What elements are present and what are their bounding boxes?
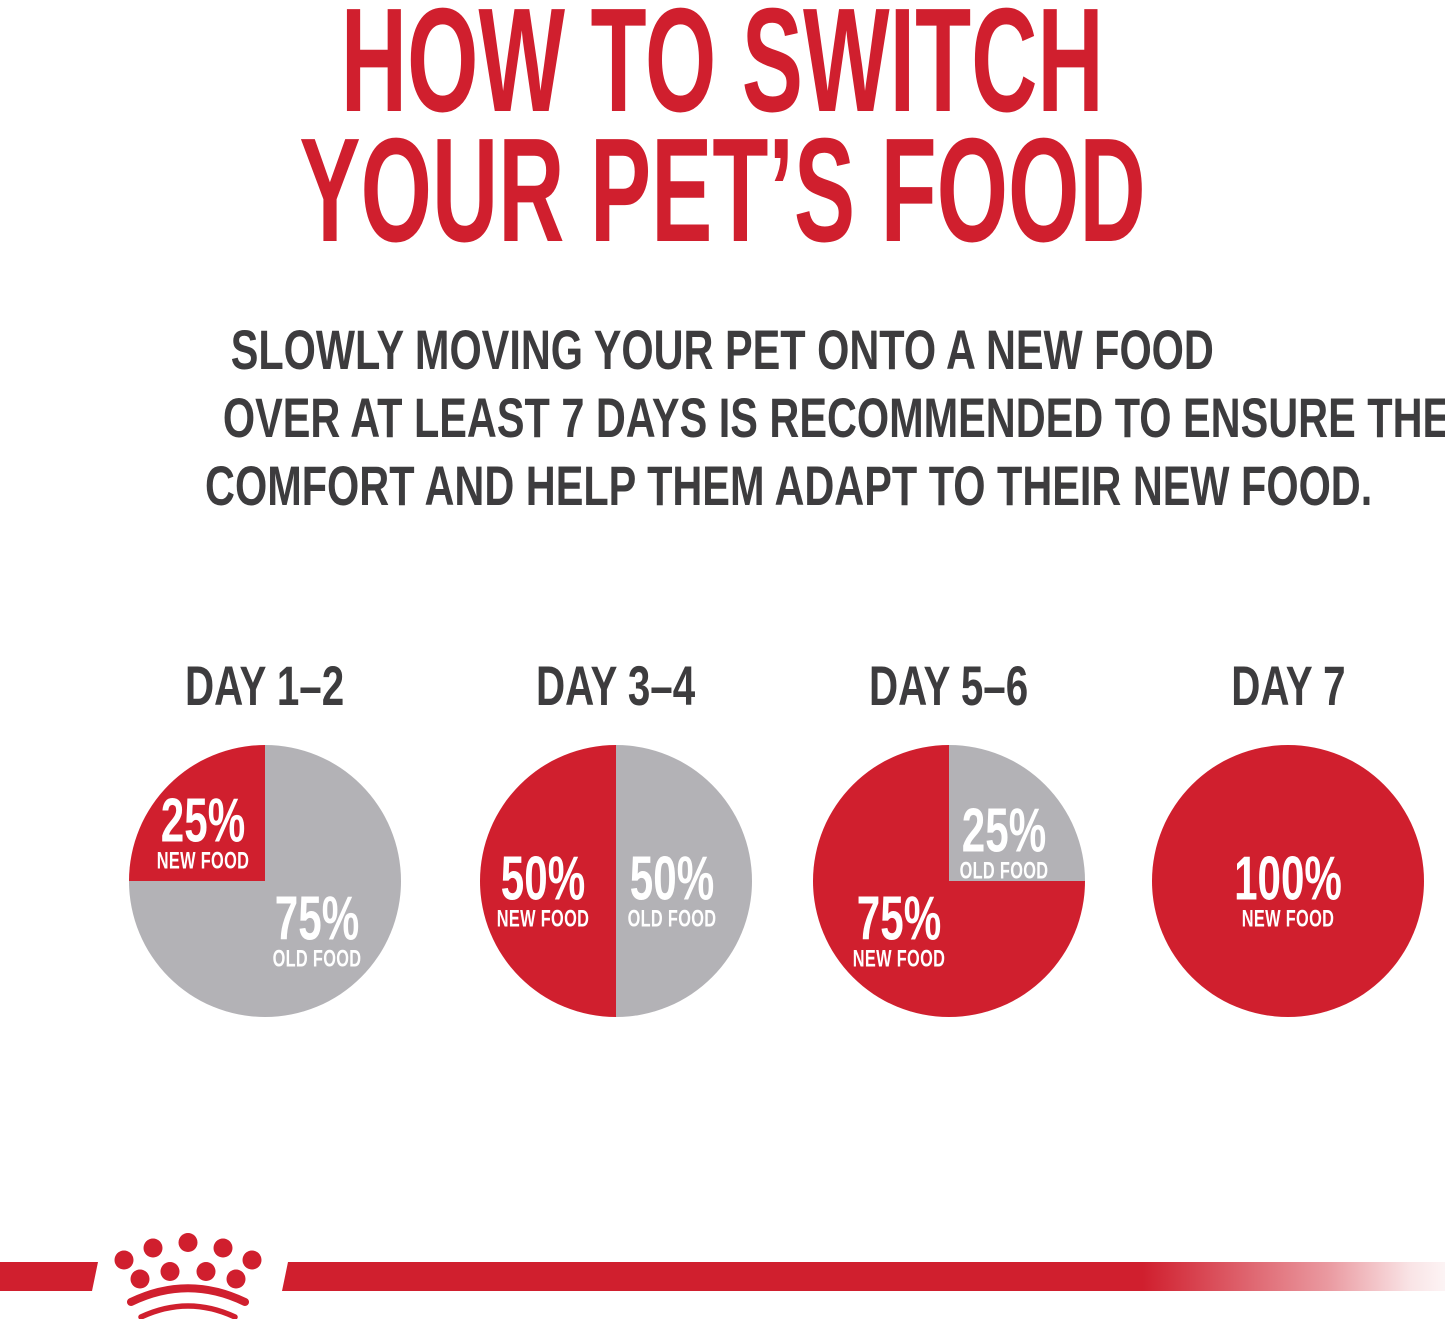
page-subtitle: SLOWLY MOVING YOUR PET ONTO A NEW FOOD O… <box>0 316 1445 520</box>
slice-label-old-food: 75% OLD FOOD <box>272 884 362 973</box>
chart-column-day-1-2: DAY 1–2 25% NEW FOOD 75% OLD FOOD <box>129 657 401 1017</box>
day-label-7: DAY 7 <box>1230 654 1346 717</box>
slice-caption: NEW FOOD <box>156 847 250 875</box>
day-label-5-6: DAY 5–6 <box>869 654 1029 717</box>
page-title: HOW TO SWITCH YOUR PET’S FOOD <box>0 0 1445 273</box>
slice-label-old-food: 25% OLD FOOD <box>959 796 1049 885</box>
royal-canin-crown-icon <box>114 1233 262 1319</box>
slice-caption: OLD FOOD <box>272 945 362 973</box>
slice-caption: OLD FOOD <box>959 857 1049 885</box>
slice-percent: 50% <box>629 844 715 914</box>
slice-percent: 100% <box>1234 844 1342 914</box>
pie-chart-day-5-6: 25% OLD FOOD 75% NEW FOOD <box>813 745 1085 1017</box>
slice-label-new-food: 25% NEW FOOD <box>156 786 250 875</box>
slice-caption: OLD FOOD <box>627 905 717 933</box>
slice-label-new-food: 75% NEW FOOD <box>852 884 946 973</box>
subtitle-line-3: COMFORT AND HELP THEM ADAPT TO THEIR NEW… <box>205 454 1373 517</box>
slice-percent: 25% <box>160 786 246 856</box>
slice-label-new-food: 50% NEW FOOD <box>496 844 590 933</box>
chart-column-day-5-6: DAY 5–6 25% OLD FOOD 75% NEW FOOD <box>813 657 1085 1017</box>
footer-bar-right-segment <box>282 1262 1445 1291</box>
slice-caption: NEW FOOD <box>852 945 946 973</box>
subtitle-line-2: OVER AT LEAST 7 DAYS IS RECOMMENDED TO E… <box>222 386 1445 449</box>
slice-percent: 75% <box>274 884 360 954</box>
pie-chart-day-7: 100% NEW FOOD <box>1152 745 1424 1017</box>
slice-percent: 75% <box>856 884 942 954</box>
slice-percent: 25% <box>961 796 1047 866</box>
day-label-1-2: DAY 1–2 <box>185 654 345 717</box>
slice-percent: 50% <box>500 844 586 914</box>
page-title-line1: HOW TO SWITCH <box>341 0 1104 143</box>
pie-chart-day-3-4: 50% NEW FOOD 50% OLD FOOD <box>480 745 752 1017</box>
page-title-line2: YOUR PET’S FOOD <box>299 108 1146 273</box>
chart-column-day-7: DAY 7 100% NEW FOOD <box>1152 657 1424 1017</box>
pie-chart-day-1-2: 25% NEW FOOD 75% OLD FOOD <box>129 745 401 1017</box>
day-label-3-4: DAY 3–4 <box>536 654 696 717</box>
slice-label-new-food: 100% NEW FOOD <box>1234 844 1342 933</box>
slice-caption: NEW FOOD <box>1241 905 1335 933</box>
slice-label-old-food: 50% OLD FOOD <box>627 844 717 933</box>
subtitle-line-1: SLOWLY MOVING YOUR PET ONTO A NEW FOOD <box>230 318 1215 381</box>
chart-column-day-3-4: DAY 3–4 50% NEW FOOD 50% OLD FOOD <box>480 657 752 1017</box>
slice-caption: NEW FOOD <box>496 905 590 933</box>
footer-bar-left-segment <box>0 1262 98 1291</box>
